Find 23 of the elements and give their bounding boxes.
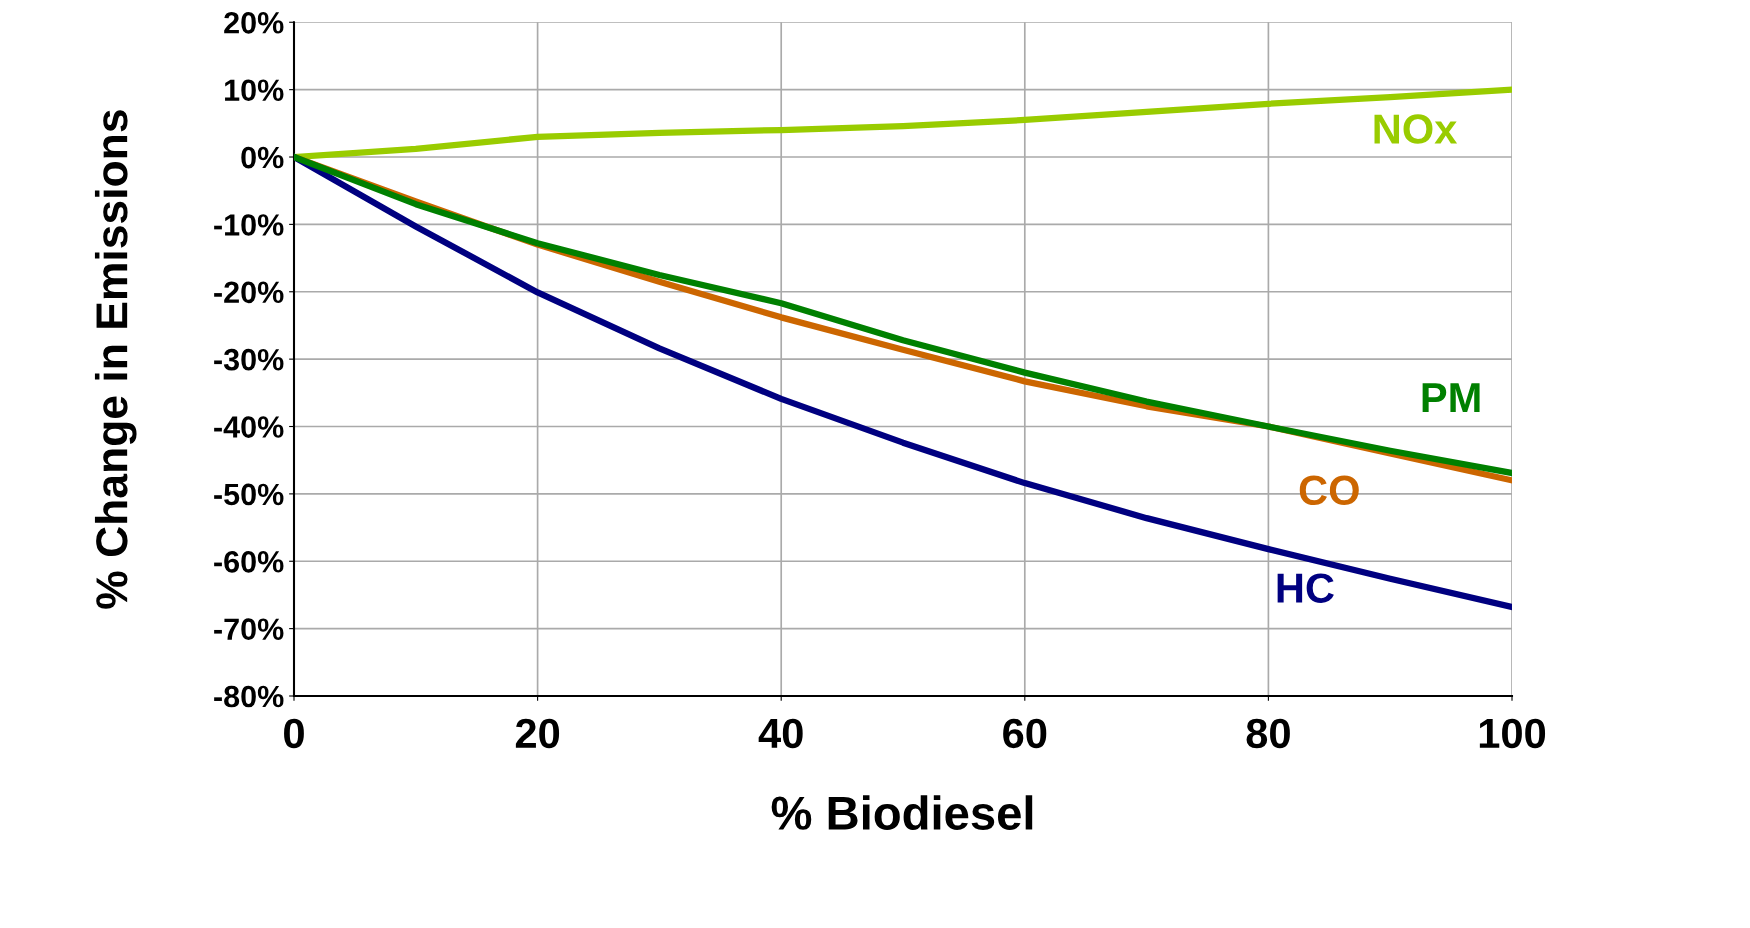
y-tick-label: -20%: [214, 281, 284, 304]
y-tick-label: -60%: [214, 550, 284, 573]
x-tick-label: 80: [1246, 718, 1290, 749]
y-tick-label: -30%: [214, 348, 284, 371]
series-label: NOx: [1374, 114, 1458, 144]
x-tick-label: 20: [515, 718, 560, 749]
y-tick-label: 10%: [225, 79, 284, 102]
x-tick-label: 40: [758, 718, 803, 749]
series-label: CO: [1299, 475, 1359, 506]
x-tick-label: 0: [284, 718, 304, 749]
y-tick-label: -50%: [214, 483, 284, 506]
x-axis-title: % Biodiesel: [771, 795, 1033, 830]
series-label: HC: [1277, 573, 1334, 603]
y-axis-title: % Change in Emissions: [94, 110, 137, 609]
y-tick-label: -40%: [214, 416, 284, 438]
y-tick-label: -10%: [214, 214, 284, 236]
y-tick-label: 0%: [241, 146, 284, 169]
series-label: PM: [1422, 383, 1480, 413]
y-tick-label: 20%: [224, 12, 284, 34]
y-tick-label: -70%: [214, 618, 284, 640]
x-tick-label: 60: [1003, 718, 1047, 749]
x-tick-label: 100: [1479, 718, 1546, 749]
y-tick-label: -80%: [214, 685, 284, 708]
